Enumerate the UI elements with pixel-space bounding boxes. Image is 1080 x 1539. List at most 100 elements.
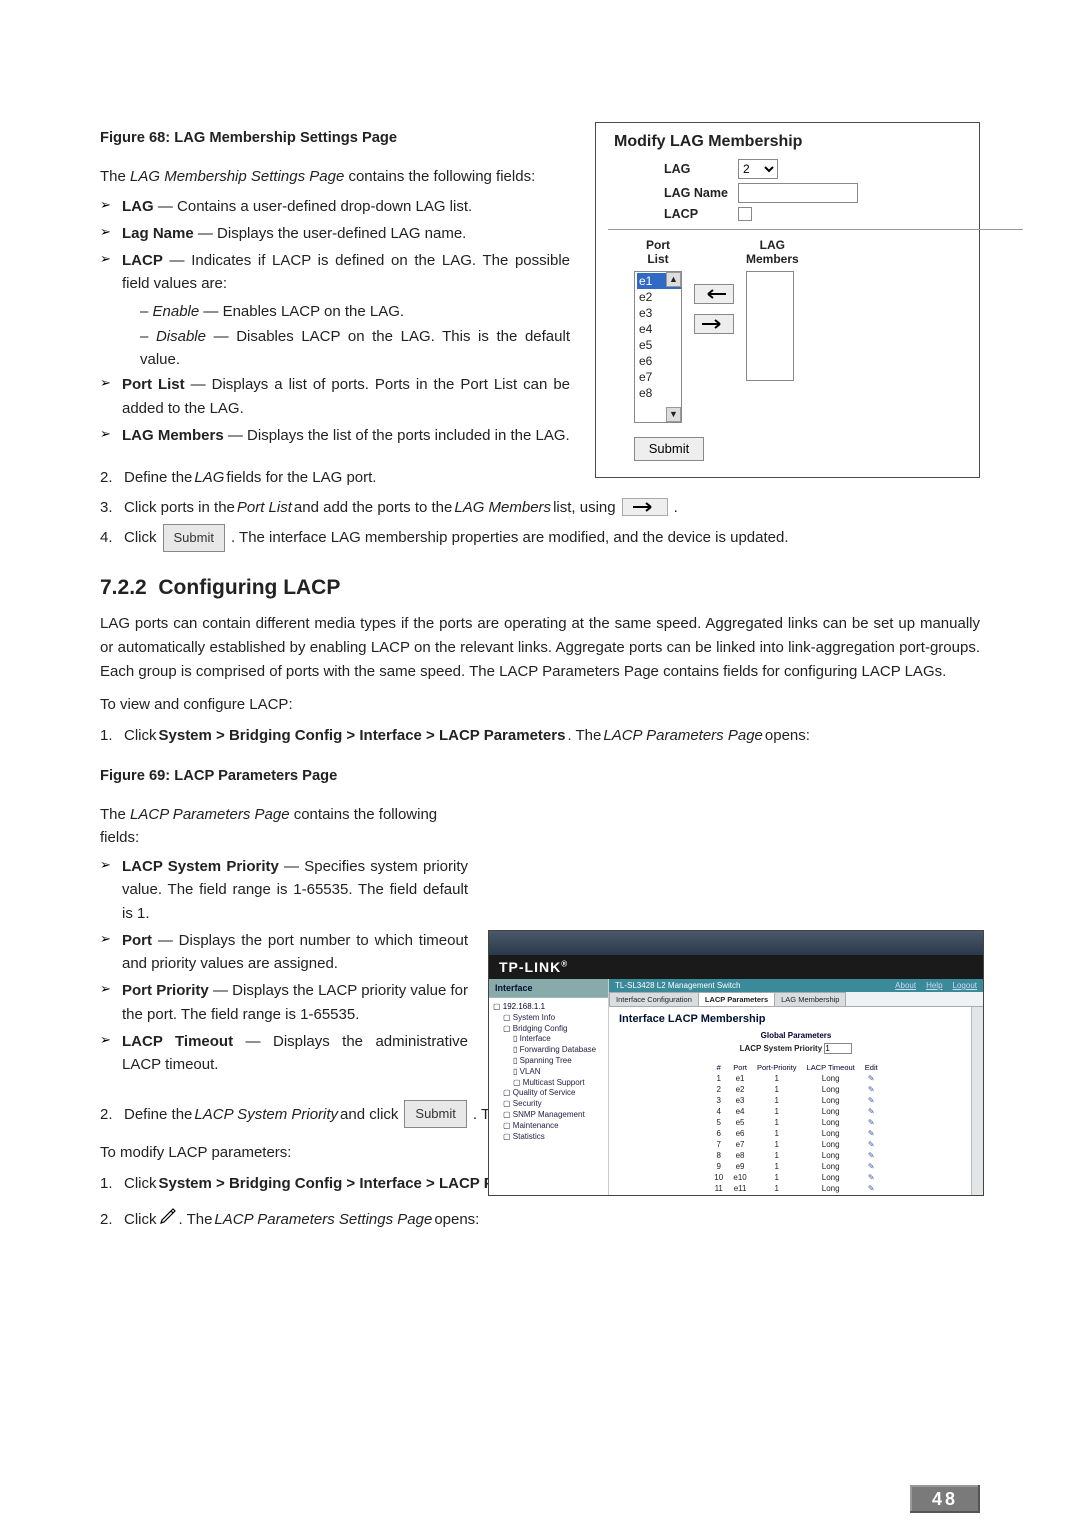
sidebar: Interface ▢ 192.168.1.1 ▢ System Info ▢ … [489, 979, 609, 1196]
breadcrumb: Interface [489, 979, 608, 998]
bullet-portlist: Port List — Displays a list of ports. Po… [100, 373, 570, 420]
edit-icon[interactable]: ✎ [860, 1106, 883, 1117]
edit-icon[interactable]: ✎ [860, 1084, 883, 1095]
scroll-up-icon[interactable]: ▲ [666, 272, 681, 287]
section-para: LAG ports can contain different media ty… [100, 612, 980, 684]
step-1-lacp: 1.Click System > Bridging Config > Inter… [100, 723, 980, 749]
table-row: 2e21Long✎ [709, 1084, 882, 1095]
tab-lacp-params[interactable]: LACP Parameters [698, 992, 775, 1006]
list-item[interactable]: e3 [637, 305, 681, 321]
figure-69-caption: Figure 69: LACP Parameters Page [100, 768, 468, 784]
tree-item[interactable]: ▯ Interface [493, 1034, 604, 1045]
tree-item[interactable]: ▢ Quality of Service [493, 1088, 604, 1099]
link-about[interactable]: About [895, 981, 916, 990]
move-left-button[interactable] [694, 284, 734, 304]
bullet-port-prio: Port Priority — Displays the LACP priori… [100, 979, 468, 1026]
table-row: 8e81Long✎ [709, 1150, 882, 1161]
edit-icon[interactable]: ✎ [860, 1117, 883, 1128]
list-item[interactable]: e2 [637, 289, 681, 305]
edit-icon[interactable]: ✎ [860, 1139, 883, 1150]
list-item[interactable]: e4 [637, 321, 681, 337]
port-list-col: Port List ▲ e1 e2 e3 e4 e5 e6 e7 e8 ▼ [634, 238, 682, 423]
tab-interface-config[interactable]: Interface Configuration [609, 992, 699, 1006]
pencil-icon [159, 1206, 177, 1233]
edit-icon[interactable]: ✎ [860, 1183, 883, 1194]
table-header: #PortPort-PriorityLACP TimeoutEdit [709, 1062, 882, 1073]
link-help[interactable]: Help [926, 981, 942, 990]
list-item[interactable]: e8 [637, 385, 681, 401]
tree-item[interactable]: ▢ Maintenance [493, 1121, 604, 1132]
lag-select[interactable]: 2 [738, 159, 778, 179]
figure-68-caption: Figure 68: LAG Membership Settings Page [100, 130, 570, 146]
lag-members-box[interactable] [746, 271, 794, 381]
priority-input[interactable] [824, 1043, 852, 1054]
modify-step-2: 2.Click . The LACP Parameters Settings P… [100, 1206, 980, 1233]
edit-icon[interactable]: ✎ [860, 1073, 883, 1084]
sub-enable: – Enable — Enables LACP on the LAG. [100, 300, 570, 323]
bullets-68: LAG — Contains a user-defined drop-down … [100, 195, 570, 296]
section-heading: 7.2.2 Configuring LACP [100, 576, 980, 600]
lag-members-header: LAG Members [746, 238, 799, 267]
move-right-button[interactable] [694, 314, 734, 334]
table-row: 1e11Long✎ [709, 1073, 882, 1084]
steps-68: 2.Define the LAG fields for the LAG port… [100, 465, 980, 552]
list-item[interactable]: e5 [637, 337, 681, 353]
nav-tree: ▢ 192.168.1.1 ▢ System Info ▢ Bridging C… [489, 998, 608, 1146]
submit-button-inline-2: Submit [404, 1100, 466, 1128]
table-row: 9e91Long✎ [709, 1161, 882, 1172]
edit-icon[interactable]: ✎ [860, 1161, 883, 1172]
bullet-lag: LAG — Contains a user-defined drop-down … [100, 195, 570, 218]
lacp-row: LACP [664, 207, 967, 221]
port-list-box[interactable]: ▲ e1 e2 e3 e4 e5 e6 e7 e8 ▼ [634, 271, 682, 423]
tree-item[interactable]: ▯ VLAN [493, 1067, 604, 1078]
section-pre: To view and configure LACP: [100, 694, 980, 717]
panel-title: Modify LAG Membership [614, 133, 967, 151]
list-item[interactable]: e6 [637, 353, 681, 369]
edit-icon[interactable]: ✎ [860, 1172, 883, 1183]
submit-button-inline: Submit [163, 524, 225, 552]
global-params-label: Global Parameters [609, 1031, 983, 1040]
intro-69: The LACP Parameters Page contains the fo… [100, 804, 468, 849]
lag-name-input[interactable] [738, 183, 858, 203]
tab-lag-membership[interactable]: LAG Membership [774, 992, 846, 1006]
tree-item[interactable]: ▢ Multicast Support [493, 1078, 604, 1089]
table-row: 4e41Long✎ [709, 1106, 882, 1117]
submit-button[interactable]: Submit [634, 437, 704, 461]
edit-icon[interactable]: ✎ [860, 1128, 883, 1139]
bullet-sys-prio: LACP System Priority — Specifies system … [100, 855, 468, 925]
figure-68-panel: Modify LAG Membership LAG 2 LAG Name LAC… [595, 122, 980, 478]
lacp-checkbox[interactable] [738, 207, 752, 221]
table-row: 6e61Long✎ [709, 1128, 882, 1139]
tree-item[interactable]: ▢ Statistics [493, 1132, 604, 1143]
transfer-buttons [694, 284, 734, 334]
scroll-down-icon[interactable]: ▼ [666, 407, 681, 422]
tree-item[interactable]: ▢ SNMP Management [493, 1110, 604, 1121]
priority-row: LACP System Priority [609, 1043, 983, 1054]
section-step1: 1.Click System > Bridging Config > Inter… [100, 723, 980, 749]
tree-item[interactable]: ▯ Forwarding Database [493, 1045, 604, 1056]
arrow-right-icon [622, 498, 668, 516]
tree-item[interactable]: ▢ Security [493, 1099, 604, 1110]
tree-item[interactable]: ▢ 192.168.1.1 [493, 1002, 604, 1013]
brand-logo: TP-LINK® [489, 955, 983, 979]
edit-icon[interactable]: ✎ [860, 1150, 883, 1161]
bullet-lacp: LACP — Indicates if LACP is defined on t… [100, 249, 570, 296]
content-scrollbar[interactable] [971, 1007, 983, 1196]
list-item[interactable]: e7 [637, 369, 681, 385]
tabs: Interface Configuration LACP Parameters … [609, 992, 983, 1007]
step-3: 3.Click ports in the Port List and add t… [100, 495, 980, 521]
bullet-lagname: Lag Name — Displays the user-defined LAG… [100, 222, 570, 245]
page-number: 48 [910, 1485, 980, 1513]
link-logout[interactable]: Logout [953, 981, 977, 990]
tree-item[interactable]: ▢ System Info [493, 1013, 604, 1024]
step-4: 4.Click Submit. The interface LAG member… [100, 524, 980, 552]
tree-item[interactable]: ▢ Bridging Config [493, 1024, 604, 1035]
bullets-69: LACP System Priority — Specifies system … [100, 855, 468, 1076]
edit-icon[interactable]: ✎ [860, 1194, 883, 1196]
edit-icon[interactable]: ✎ [860, 1095, 883, 1106]
table-row: 5e51Long✎ [709, 1117, 882, 1128]
sub-disable: – Disable — Disables LACP on the LAG. Th… [100, 325, 570, 372]
bullets-68b: Port List — Displays a list of ports. Po… [100, 373, 570, 447]
intro-68: The LAG Membership Settings Page contain… [100, 166, 570, 189]
tree-item[interactable]: ▯ Spanning Tree [493, 1056, 604, 1067]
